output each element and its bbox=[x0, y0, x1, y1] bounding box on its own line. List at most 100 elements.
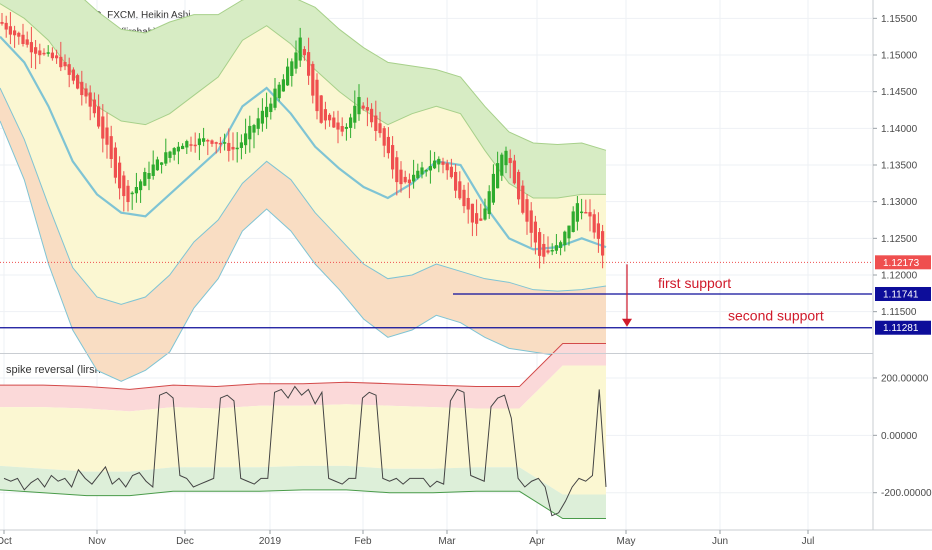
candle-body bbox=[168, 151, 172, 158]
first-support-label: first support bbox=[658, 275, 731, 291]
candle-body bbox=[353, 105, 357, 123]
candle-body bbox=[143, 172, 147, 186]
candle-body bbox=[122, 175, 126, 197]
candle-body bbox=[151, 164, 155, 176]
indicator-tick-label: 200.00000 bbox=[881, 373, 929, 384]
candle-body bbox=[458, 181, 462, 199]
candle-body bbox=[563, 231, 567, 246]
upper-channel-edge bbox=[84, 0, 607, 151]
candle-body bbox=[181, 145, 185, 150]
candle-body bbox=[500, 154, 504, 176]
candle-body bbox=[462, 189, 466, 207]
indicator-lower-band bbox=[0, 489, 606, 520]
time-tick-label: Apr bbox=[529, 536, 545, 547]
candle-body bbox=[256, 118, 260, 129]
time-tick-label: Jul bbox=[802, 536, 815, 547]
candle-body bbox=[328, 114, 332, 121]
lower-channel-edge bbox=[0, 120, 607, 382]
sub-indicator-title: spike reversal (lirshah) bbox=[6, 364, 117, 376]
candle-body bbox=[25, 39, 29, 45]
candle-body bbox=[202, 138, 206, 142]
candle-body bbox=[374, 115, 378, 131]
first-support-badge bbox=[875, 286, 931, 301]
candle-body bbox=[475, 213, 479, 224]
candle-body bbox=[592, 214, 596, 233]
candle-body bbox=[378, 123, 382, 134]
candle-body bbox=[433, 160, 437, 169]
candle-body bbox=[42, 52, 46, 55]
candle-body bbox=[559, 242, 563, 248]
price-tick-label: 1.15500 bbox=[881, 14, 918, 25]
candle-body bbox=[118, 162, 122, 189]
candle-body bbox=[134, 187, 138, 194]
candle-body bbox=[466, 197, 470, 210]
candle-body bbox=[508, 157, 512, 164]
time-tick-label: Jun bbox=[712, 536, 728, 547]
candle-body bbox=[109, 136, 113, 160]
price-tick-label: 1.15000 bbox=[881, 51, 918, 62]
candle-body bbox=[416, 170, 420, 179]
lower-channel-zone bbox=[0, 88, 606, 382]
candle-body bbox=[403, 176, 407, 183]
candle-body bbox=[277, 84, 281, 99]
candle-body bbox=[315, 79, 319, 112]
candle-body bbox=[538, 232, 542, 256]
candle-body bbox=[197, 138, 201, 146]
candle-body bbox=[428, 166, 432, 171]
candle-body bbox=[46, 52, 50, 54]
candle-body bbox=[176, 146, 180, 152]
second-support-badge-label: 1.11281 bbox=[883, 323, 919, 334]
candle-body bbox=[449, 166, 453, 178]
candle-body bbox=[8, 26, 12, 35]
candle-body bbox=[59, 56, 63, 68]
candle-body bbox=[323, 109, 327, 121]
candle-body bbox=[235, 147, 239, 150]
candle-body bbox=[601, 231, 605, 256]
first-support-badge-label: 1.11741 bbox=[883, 289, 919, 300]
candle-body bbox=[386, 136, 390, 154]
candle-body bbox=[517, 171, 521, 200]
candle-body bbox=[332, 117, 336, 128]
candle-body bbox=[269, 103, 273, 113]
indicator-tick-label: -200.00000 bbox=[881, 488, 932, 499]
candle-body bbox=[546, 250, 550, 253]
time-tick-label: Oct bbox=[0, 536, 12, 547]
candle-body bbox=[38, 50, 42, 56]
candle-body bbox=[248, 125, 252, 140]
candle-body bbox=[596, 223, 600, 239]
candle-body bbox=[218, 142, 222, 145]
candle-body bbox=[160, 162, 164, 165]
candle-body bbox=[63, 62, 67, 67]
candle-body bbox=[164, 152, 168, 164]
candle-body bbox=[55, 55, 59, 59]
candle-body bbox=[470, 203, 474, 223]
candle-body bbox=[491, 173, 495, 203]
candle-body bbox=[0, 22, 4, 24]
candle-body bbox=[139, 181, 143, 191]
candle-body bbox=[231, 146, 235, 150]
candle-body bbox=[13, 30, 17, 36]
candle-body bbox=[454, 171, 458, 191]
candle-body bbox=[189, 144, 193, 146]
time-tick-label: Nov bbox=[88, 536, 106, 547]
candle-body bbox=[244, 133, 248, 146]
candle-body bbox=[349, 117, 353, 128]
candle-body bbox=[185, 141, 189, 148]
candle-body bbox=[512, 160, 516, 184]
price-tick-label: 1.14000 bbox=[881, 124, 918, 135]
candle-body bbox=[370, 108, 374, 123]
candle-body bbox=[399, 169, 403, 185]
candle-body bbox=[193, 144, 197, 147]
candle-body bbox=[336, 122, 340, 130]
candle-body bbox=[420, 167, 424, 175]
candle-body bbox=[17, 32, 21, 37]
candle-body bbox=[273, 88, 277, 108]
candle-body bbox=[286, 66, 290, 86]
candle-body bbox=[281, 79, 285, 92]
candle-body bbox=[445, 163, 449, 171]
candle-body bbox=[260, 110, 264, 124]
candle-body bbox=[50, 52, 54, 59]
candle-body bbox=[550, 249, 554, 252]
candle-body bbox=[239, 142, 243, 148]
candle-body bbox=[395, 157, 399, 183]
